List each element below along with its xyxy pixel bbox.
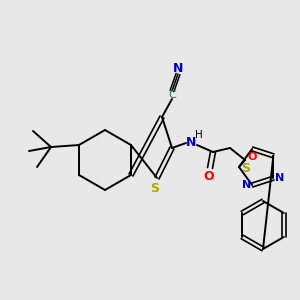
Text: S: S <box>242 163 250 176</box>
Text: O: O <box>248 152 257 162</box>
Text: O: O <box>204 169 214 182</box>
Text: N: N <box>173 62 183 76</box>
Text: C: C <box>168 90 176 100</box>
Text: H: H <box>195 130 203 140</box>
Text: N: N <box>275 173 284 183</box>
Text: S: S <box>151 182 160 194</box>
Text: N: N <box>242 180 251 190</box>
Text: N: N <box>186 136 196 149</box>
